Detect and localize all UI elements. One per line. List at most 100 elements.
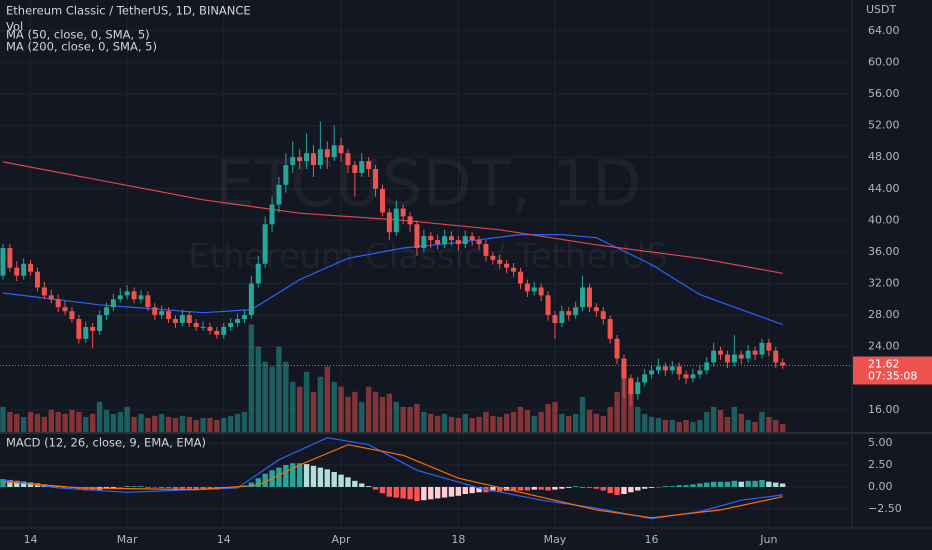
macd-histogram-bar (524, 486, 531, 491)
x-tick-label: 16 (645, 533, 659, 546)
y-tick-label: 64.00 (868, 24, 900, 37)
macd-histogram-bar (738, 481, 744, 487)
candle-body (593, 307, 599, 312)
macd-histogram-bar (248, 482, 255, 487)
candle-body (241, 315, 247, 320)
candle-body (379, 188, 385, 213)
volume-bar (83, 416, 89, 432)
candle-body (221, 326, 227, 335)
macd-histogram-bar (138, 486, 144, 487)
candle-body (207, 326, 213, 331)
volume-bar (655, 417, 662, 432)
macd-legend[interactable]: MACD (12, 26, close, 9, EMA, EMA) (6, 436, 206, 450)
volume-bar (117, 411, 123, 432)
volume-bar (524, 409, 531, 432)
volume-bar (165, 416, 172, 432)
candle-body (297, 157, 303, 162)
candle-body (759, 342, 765, 355)
macd-histogram-bar (158, 486, 165, 488)
volume-bar (296, 386, 303, 432)
candle-body (649, 370, 655, 375)
volume-bar (407, 406, 413, 432)
candle-body (373, 169, 379, 189)
candle-body (331, 145, 337, 158)
macd-histogram-bar (717, 481, 724, 487)
symbol-title[interactable]: Ethereum Classic / TetherUS, 1D, BINANCE (6, 4, 251, 18)
candle-body (697, 370, 703, 375)
candle-body (552, 315, 558, 324)
volume-bar (579, 396, 586, 432)
macd-histogram-bar (414, 486, 420, 502)
macd-histogram-bar (621, 486, 627, 495)
candle-body (738, 354, 744, 359)
volume-bar (255, 346, 261, 432)
x-tick-label: Jun (759, 533, 777, 546)
y-tick-label: 40.00 (868, 213, 900, 226)
candle-body (304, 153, 310, 162)
volume-bar (483, 411, 489, 432)
candle-body (76, 319, 82, 339)
y-tick-label: 36.00 (868, 245, 900, 258)
volume-legend[interactable]: Vol (6, 20, 23, 34)
candle-body (55, 299, 61, 308)
macd-histogram-bar (641, 486, 648, 489)
macd-histogram-bar (421, 486, 427, 501)
candle-body (780, 362, 786, 366)
macd-histogram-bar (165, 486, 172, 488)
candle-body (0, 247, 6, 276)
y-tick-label: 24.00 (868, 340, 900, 353)
candle-body (34, 271, 40, 288)
volume-bar (600, 415, 606, 432)
macd-histogram-bar (172, 486, 179, 489)
indicator-line (2, 444, 783, 519)
candle-body (366, 161, 372, 170)
candle-body (83, 326, 89, 339)
macd-histogram-bar (89, 486, 96, 491)
macd-histogram-bar (386, 486, 393, 497)
volume-bar (359, 401, 365, 432)
volume-bar (48, 409, 54, 432)
volume-bar (476, 416, 482, 432)
macd-histogram-bar (352, 480, 358, 487)
macd-histogram-bar (331, 472, 337, 487)
macd-histogram-bar (338, 474, 344, 487)
y-tick-label: 16.00 (868, 403, 900, 416)
volume-bar (614, 391, 620, 432)
macd-histogram-bar (262, 473, 268, 487)
volume-bar (62, 413, 68, 432)
volume-bar (724, 416, 731, 432)
candle-body (773, 350, 779, 363)
candle-body (731, 354, 737, 363)
macd-histogram-bar (365, 486, 372, 487)
axes: 16.00 24.00 28.00 32.00 36.00 40.00 44.00 48.00… (24, 24, 932, 546)
candle-body (538, 287, 544, 296)
ma50-legend[interactable]: MA (50, close, 0, SMA, 5) (6, 28, 150, 42)
volume-bar (310, 391, 317, 432)
candle-body (338, 145, 344, 154)
candle-body (166, 311, 172, 320)
volume-bar (317, 376, 324, 432)
macd-histogram-bar (497, 486, 503, 492)
y-tick-label: 52.00 (868, 119, 900, 132)
candle-body (497, 259, 503, 264)
macd-histogram-bar (724, 481, 731, 487)
volume-bar (110, 413, 117, 432)
candle-body (269, 204, 275, 225)
volume-bar (241, 411, 248, 432)
volume-bar (158, 413, 165, 432)
volume-bar (96, 401, 103, 432)
macd-histogram-bar (310, 465, 317, 487)
volume-bar (234, 413, 241, 432)
volume-bar (683, 419, 689, 432)
ma200-legend[interactable]: MA (200, close, 0, SMA, 5) (6, 40, 157, 54)
macd-histogram-bar (448, 486, 455, 497)
y-tick-label: 28.00 (868, 308, 900, 321)
volume-bar (434, 415, 441, 432)
volume-bar (248, 324, 255, 432)
macd-histogram-bar (669, 486, 675, 487)
macd-histogram-bar (635, 486, 641, 491)
volume-bar (607, 406, 613, 432)
candle-body (531, 287, 537, 292)
candle-body (669, 366, 675, 371)
